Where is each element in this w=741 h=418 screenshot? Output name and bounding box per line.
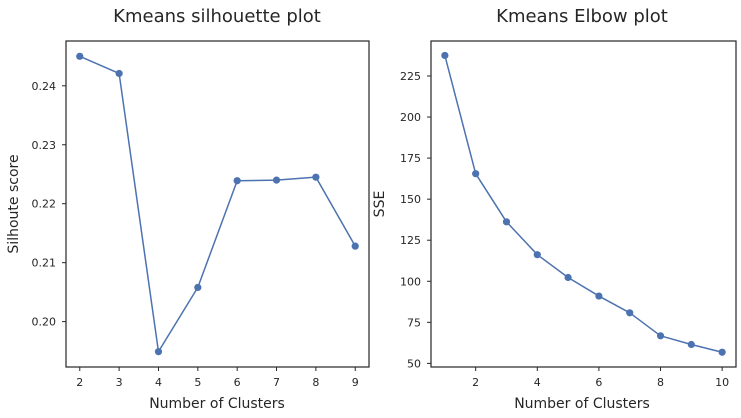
silhouette-y-axis-label: Silhoute score bbox=[6, 154, 22, 253]
elbow-data-point bbox=[687, 340, 695, 349]
elbow-series-line bbox=[444, 55, 723, 353]
silhouette-data-point bbox=[312, 173, 320, 181]
elbow-data-point bbox=[533, 251, 541, 259]
silhouette-chart-title: Kmeans silhouette plot bbox=[113, 6, 321, 27]
silhouette-x-tick-label: 4 bbox=[155, 376, 162, 389]
elbow-y-tick-label: 125 bbox=[400, 234, 421, 247]
silhouette-y-tick-label: 0.24 bbox=[32, 80, 57, 93]
elbow-chart: Kmeans Elbow plot 2 4 6 8 10 50 75 100 125 150 17… bbox=[372, 6, 737, 412]
elbow-series bbox=[441, 51, 726, 356]
elbow-data-point bbox=[595, 292, 603, 300]
elbow-x-tick-label: 10 bbox=[715, 376, 729, 389]
elbow-x-axis-label: Number of Clusters bbox=[514, 396, 650, 412]
silhouette-y-tick-label: 0.22 bbox=[32, 198, 57, 211]
silhouette-data-point bbox=[351, 242, 359, 250]
silhouette-y-tick-label: 0.20 bbox=[32, 316, 57, 329]
silhouette-y-tick-label: 0.21 bbox=[32, 257, 57, 270]
silhouette-x-axis-label: Number of Clusters bbox=[149, 396, 285, 412]
silhouette-plot-area bbox=[65, 40, 370, 368]
silhouette-data-point bbox=[233, 177, 241, 185]
elbow-x-tick-label: 2 bbox=[472, 376, 479, 389]
elbow-x-ticks: 2 4 6 8 10 bbox=[472, 367, 729, 389]
silhouette-data-point bbox=[76, 52, 84, 60]
elbow-plot-area bbox=[430, 40, 737, 368]
elbow-data-point bbox=[564, 273, 572, 282]
silhouette-data-point bbox=[154, 348, 163, 356]
elbow-y-tick-label: 175 bbox=[400, 152, 421, 165]
elbow-data-point bbox=[626, 309, 634, 317]
silhouette-x-tick-label: 6 bbox=[234, 376, 241, 389]
elbow-y-tick-label: 75 bbox=[407, 316, 421, 329]
elbow-y-axis-label: SSE bbox=[372, 191, 388, 218]
elbow-y-tick-label: 150 bbox=[400, 193, 421, 206]
silhouette-x-tick-label: 5 bbox=[194, 376, 201, 389]
silhouette-x-ticks: 2 3 4 5 6 7 8 9 bbox=[76, 367, 359, 389]
elbow-data-point bbox=[718, 348, 726, 356]
elbow-y-ticks: 50 75 100 125 150 175 200 225 bbox=[400, 70, 431, 370]
silhouette-x-tick-label: 2 bbox=[76, 376, 83, 389]
silhouette-y-ticks: 0.20 0.21 0.22 0.23 0.24 bbox=[32, 80, 66, 329]
silhouette-series-line bbox=[79, 55, 356, 353]
elbow-chart-title: Kmeans Elbow plot bbox=[496, 6, 668, 27]
elbow-data-point bbox=[656, 332, 665, 340]
silhouette-data-point bbox=[272, 176, 281, 184]
elbow-x-tick-label: 4 bbox=[534, 376, 541, 389]
silhouette-x-tick-label: 8 bbox=[312, 376, 319, 389]
elbow-data-point bbox=[472, 170, 480, 178]
silhouette-x-tick-label: 9 bbox=[352, 376, 359, 389]
silhouette-data-point bbox=[194, 283, 202, 292]
silhouette-y-tick-label: 0.23 bbox=[32, 139, 57, 152]
silhouette-x-tick-label: 7 bbox=[273, 376, 280, 389]
elbow-y-tick-label: 50 bbox=[407, 357, 421, 370]
elbow-x-tick-label: 6 bbox=[595, 376, 602, 389]
elbow-y-tick-label: 100 bbox=[400, 275, 421, 288]
elbow-y-tick-label: 225 bbox=[400, 70, 421, 83]
silhouette-data-point bbox=[115, 69, 123, 78]
silhouette-series bbox=[76, 52, 359, 356]
silhouette-chart: Kmeans silhouette plot 2 3 4 5 6 7 8 9 0.20 0.21… bbox=[6, 6, 370, 412]
elbow-data-point bbox=[441, 51, 449, 60]
elbow-x-tick-label: 8 bbox=[657, 376, 664, 389]
silhouette-x-tick-label: 3 bbox=[116, 376, 123, 389]
elbow-data-point bbox=[502, 218, 511, 226]
elbow-y-tick-label: 200 bbox=[400, 111, 421, 124]
